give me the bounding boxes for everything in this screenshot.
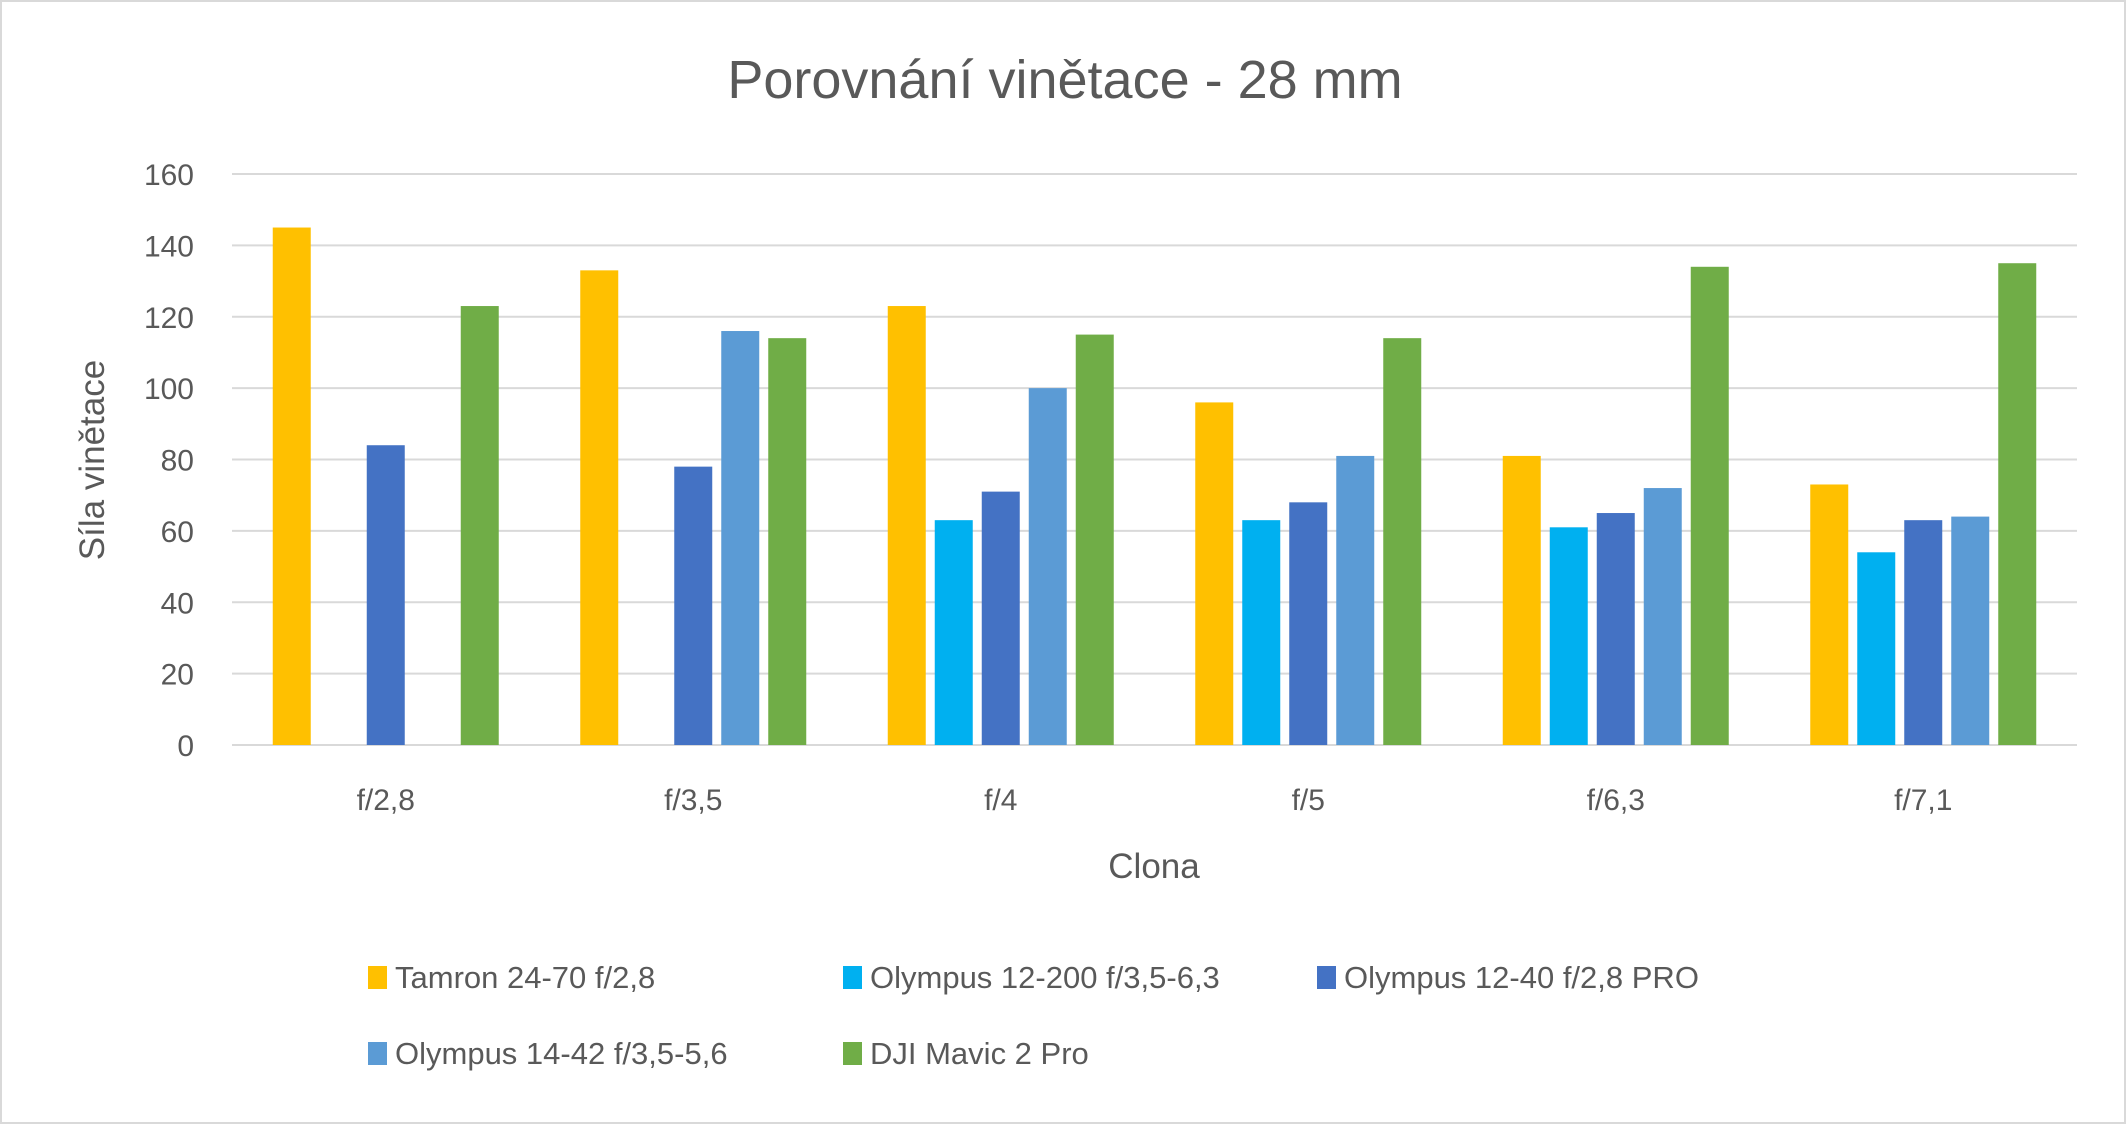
x-tick-label: f/4: [984, 784, 1017, 817]
bar: [1904, 520, 1943, 745]
bar: [460, 306, 499, 745]
bar: [1643, 488, 1682, 745]
legend-item: Tamron 24-70 f/2,8: [368, 960, 655, 995]
legend-label: Tamron 24-70 f/2,8: [395, 960, 655, 995]
legend-swatch: [1317, 966, 1336, 989]
legend: Tamron 24-70 f/2,8 Olympus 12-200 f/3,5-6…: [368, 960, 1699, 1071]
bar: [1195, 402, 1234, 745]
x-axis-ticks: f/2,8 f/3,5 f/4 f/5 f/6,3 f/7,1: [357, 784, 1953, 817]
y-tick-label: 60: [161, 516, 194, 549]
bar: [768, 338, 807, 745]
bar: [1596, 513, 1635, 745]
legend-item: Olympus 12-200 f/3,5-6,3: [843, 960, 1220, 995]
x-tick-label: f/2,8: [357, 784, 415, 817]
y-axis-title: Síla vinětace: [73, 360, 112, 560]
legend-item: Olympus 14-42 f/3,5-5,6: [368, 1036, 728, 1071]
chart-title: Porovnání vinětace - 28 mm: [727, 50, 1402, 110]
y-tick-label: 40: [161, 587, 194, 620]
legend-swatch: [368, 966, 387, 989]
bar: [1549, 527, 1588, 745]
legend-label: Olympus 14-42 f/3,5-5,6: [395, 1036, 728, 1071]
bar: [580, 270, 619, 745]
legend-swatch: [843, 1042, 862, 1065]
bar: [1289, 502, 1328, 745]
bar: [272, 227, 311, 745]
bar: [1502, 455, 1541, 745]
x-tick-label: f/6,3: [1587, 784, 1645, 817]
bar: [1690, 266, 1729, 745]
y-axis-ticks: 0 20 40 60 80 100 120 140 160: [144, 159, 194, 763]
legend-swatch: [843, 966, 862, 989]
x-tick-label: f/5: [1292, 784, 1325, 817]
bar: [674, 466, 713, 745]
bar: [1810, 484, 1849, 745]
y-tick-label: 160: [144, 159, 194, 192]
x-tick-label: f/3,5: [664, 784, 722, 817]
bars: [272, 227, 2037, 745]
bar: [981, 491, 1020, 745]
bar: [1075, 334, 1114, 745]
y-tick-label: 20: [161, 659, 194, 692]
legend-label: Olympus 12-40 f/2,8 PRO: [1344, 960, 1699, 995]
x-axis-title: Clona: [1108, 847, 1200, 886]
bar: [721, 331, 760, 745]
bar: [1998, 263, 2037, 745]
legend-item: DJI Mavic 2 Pro: [843, 1036, 1089, 1071]
gridlines: [232, 173, 2077, 746]
y-tick-label: 0: [177, 730, 194, 763]
legend-label: DJI Mavic 2 Pro: [870, 1036, 1089, 1071]
bar: [1242, 520, 1281, 745]
y-tick-label: 140: [144, 230, 194, 263]
legend-item: Olympus 12-40 f/2,8 PRO: [1317, 960, 1699, 995]
bar: [887, 306, 926, 745]
x-tick-label: f/7,1: [1894, 784, 1952, 817]
bar: [1857, 552, 1896, 745]
y-tick-label: 120: [144, 302, 194, 335]
bar: [1951, 516, 1990, 745]
bar: [1336, 455, 1375, 745]
bar: [366, 445, 405, 745]
bar: [934, 520, 973, 745]
y-tick-label: 80: [161, 445, 194, 478]
bar: [1383, 338, 1422, 745]
y-tick-label: 100: [144, 373, 194, 406]
legend-swatch: [368, 1042, 387, 1065]
legend-label: Olympus 12-200 f/3,5-6,3: [870, 960, 1220, 995]
bar: [1028, 388, 1067, 745]
